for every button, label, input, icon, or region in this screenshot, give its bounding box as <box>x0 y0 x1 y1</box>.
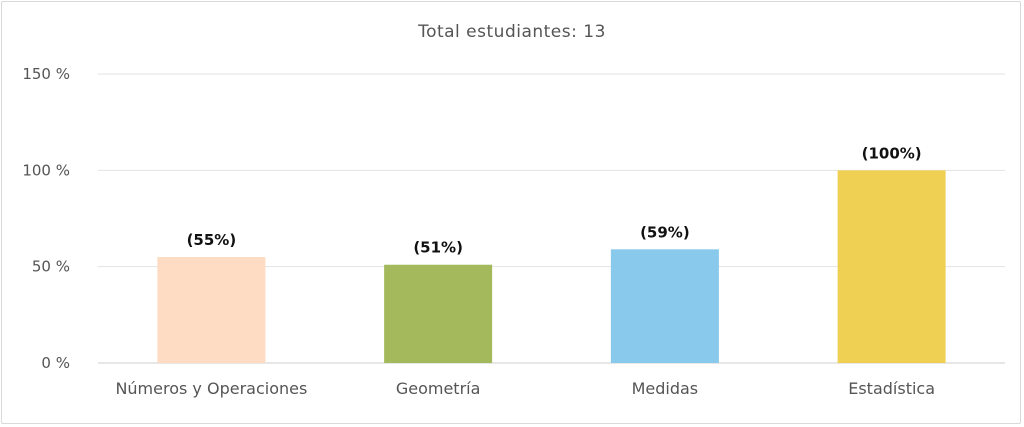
chart-title: Total estudiantes: 13 <box>418 22 606 42</box>
bar <box>837 170 946 363</box>
y-tick-label: 100 % <box>22 161 70 179</box>
y-tick-label: 0 % <box>41 354 70 372</box>
data-label: (59%) <box>640 223 690 241</box>
bar <box>610 249 719 363</box>
y-tick-label: 150 % <box>22 65 70 83</box>
data-label: (100%) <box>862 144 922 162</box>
x-category-label: Números y Operaciones <box>115 379 307 398</box>
bar <box>157 257 266 363</box>
data-label: (55%) <box>187 231 237 249</box>
y-tick-label: 50 % <box>32 258 70 276</box>
bar <box>384 264 493 363</box>
x-category-label: Estadística <box>848 379 935 398</box>
data-label: (51%) <box>413 239 463 257</box>
x-category-label: Geometría <box>396 379 481 398</box>
x-category-label: Medidas <box>632 379 699 398</box>
